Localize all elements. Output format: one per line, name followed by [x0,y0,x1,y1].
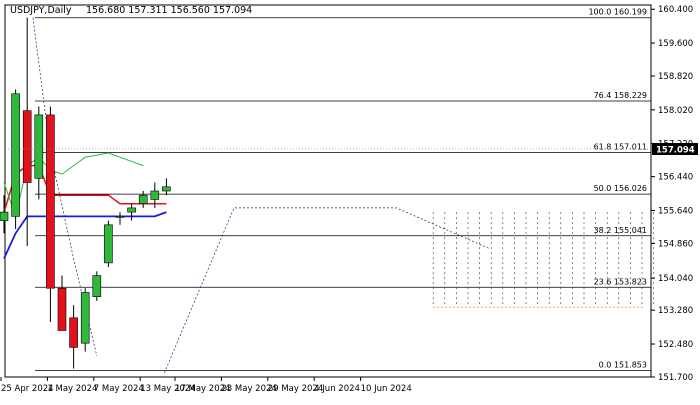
x-tick-label: 10 Jun 2024 [361,384,412,394]
ichimoku-cloud [32,17,654,373]
candle-bullish [11,93,20,217]
y-tick-label: 154.040 [658,274,693,284]
candle-bullish [0,211,9,221]
candle-bullish [92,275,102,297]
fib-levels: 100.0 160.199 76.4 158.229 61.8 157.011 50.… [35,8,651,371]
current-price-box [652,142,698,155]
x-tick-label: 29 May 2024 [268,384,323,394]
candle-bearish [57,287,67,331]
fib-level-label: 0.0 151.853 [599,361,647,370]
y-axis: 160.400159.600158.820158.020157.220156.4… [5,5,698,383]
y-tick-label: 159.600 [658,39,693,49]
candle-bullish [34,114,44,179]
kijun-sen-line [3,211,167,259]
x-tick-label: 25 Apr 2024 [1,384,54,394]
candle-bullish [104,224,113,264]
y-tick-label: 155.640 [658,206,693,216]
candle-bullish [115,216,125,218]
chart-ohlc-label: 156.680 157.311 156.560 157.094 [86,5,252,16]
chikou-span [32,17,98,356]
y-tick-label: 154.860 [658,239,693,249]
fib-level-label: 61.8 157.011 [594,142,647,151]
y-tick-label: 152.480 [658,340,693,350]
candle-bullish [127,207,136,213]
y-tick-label: 158.820 [658,72,693,82]
candle-bullish [80,292,90,344]
x-tick-label: 1 May 2024 [47,384,97,394]
plot-frame [4,4,652,378]
x-tick-label: 23 May 2024 [221,384,276,394]
fib-level-label: 50.0 156.026 [594,184,647,193]
candle-bullish [162,186,171,192]
y-tick-label: 151.700 [658,373,693,383]
y-tick-label: 156.440 [658,173,693,183]
fib-level-label: 38.2 155.041 [594,226,647,235]
x-tick-label: 7 May 2024 [94,384,144,394]
candle-bearish [69,317,78,348]
y-tick-label: 160.400 [658,5,693,15]
current-price-label: 157.094 [656,145,695,155]
chart-symbol-label: USDJPY,Daily [10,5,72,16]
x-tick-label: 4 Jun 2024 [314,384,360,394]
fib-level-label: 100.0 160.199 [588,8,647,17]
fib-level-label: 23.6 153.823 [594,277,647,286]
x-tick-label: 13 May 2024 [140,384,195,394]
fib-level-label: 76.4 158.229 [594,91,647,100]
candle-bullish [150,190,160,200]
candle-bullish [138,194,148,204]
y-tick-label: 158.020 [658,106,693,116]
candle-bearish [46,114,55,289]
x-tick-label: 17 May 2024 [175,384,230,394]
candles [0,17,171,369]
y-tick-label: 153.280 [658,306,693,316]
candle-bearish [22,110,32,183]
